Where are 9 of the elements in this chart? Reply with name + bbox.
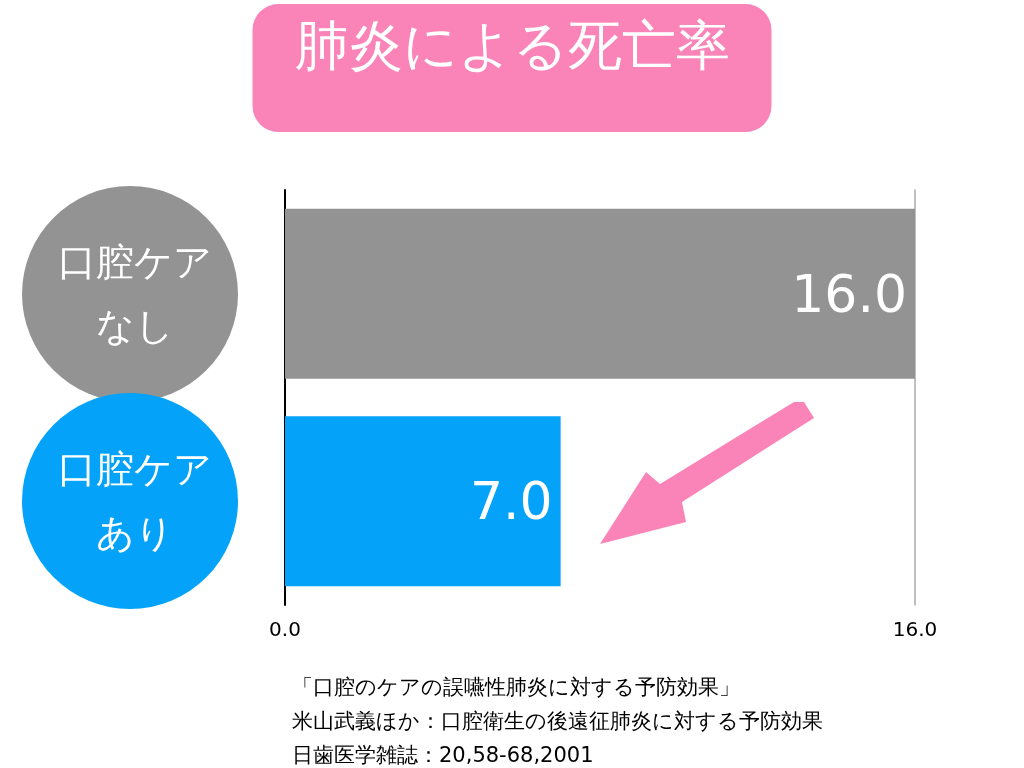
text: 日歯医学雑誌：20,58-68,2001 — [292, 742, 594, 767]
text: 米山武義ほか：口腔衛生の後遠征肺炎に対する予防効果 — [292, 708, 823, 733]
x-tick-label: 0.0 — [269, 617, 301, 641]
y-tick-label: 口腔ケアあり — [58, 447, 212, 556]
chart-title: 肺炎による死亡率 — [294, 13, 730, 77]
y-tick-label: 口腔ケアなし — [58, 239, 212, 348]
text: 「口腔のケアの誤嚥性肺炎に対する予防効果」 — [292, 674, 740, 699]
data-label: 7.0 — [469, 471, 553, 532]
data-label: 16.0 — [791, 263, 907, 324]
